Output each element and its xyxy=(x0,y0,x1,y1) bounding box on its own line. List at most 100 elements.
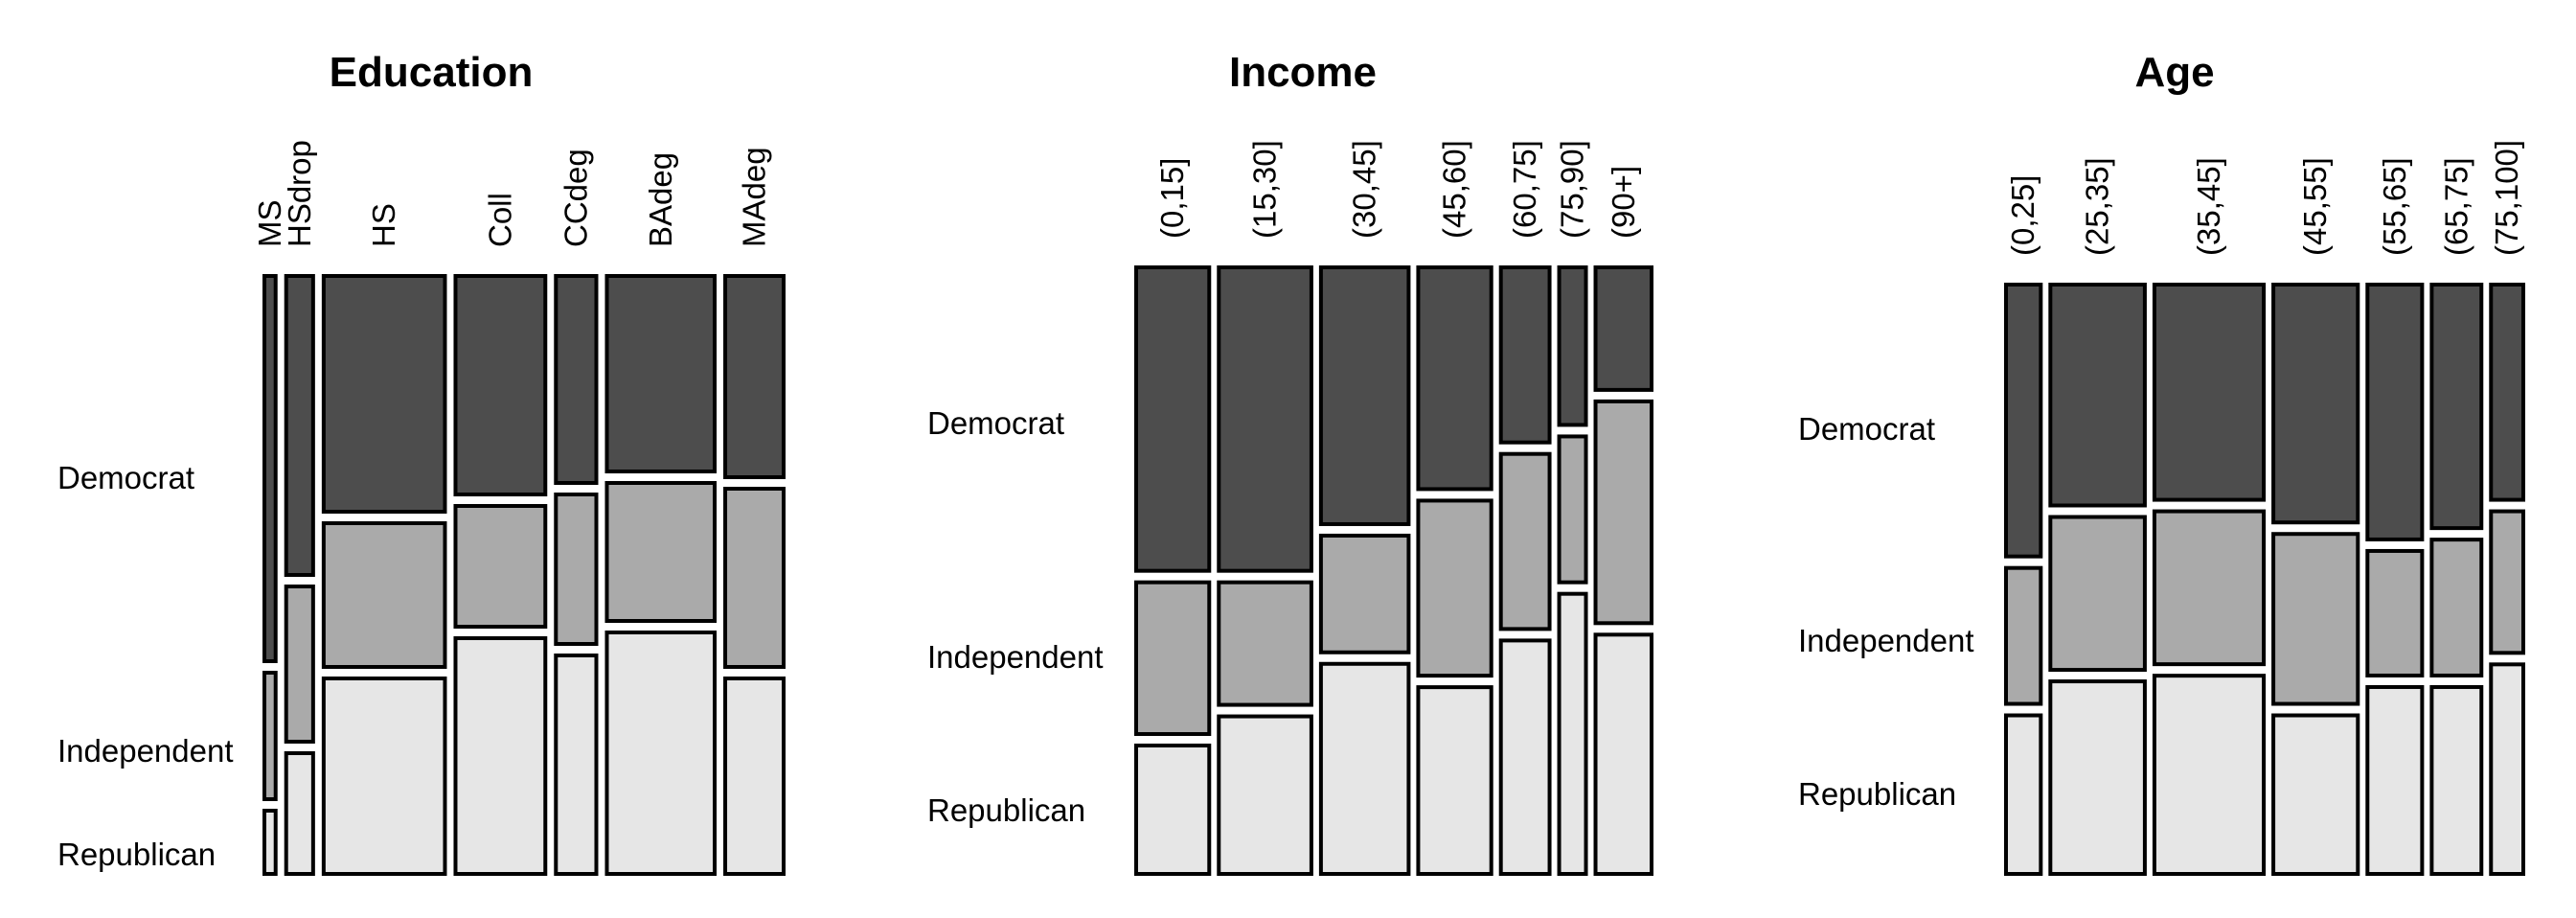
income-row-label-democrat: Democrat xyxy=(927,405,1064,441)
mosaic-tile xyxy=(321,274,447,514)
mosaic-tile xyxy=(1416,265,1493,492)
column-label: (90+] xyxy=(1606,166,1641,239)
mosaic-tile xyxy=(1416,685,1493,876)
mosaic-tile xyxy=(1217,714,1313,876)
age-row-label-democrat: Democrat xyxy=(1798,411,1935,447)
mosaic-tile xyxy=(2004,283,2043,559)
mosaic-tile xyxy=(1318,533,1411,654)
mosaic-tile xyxy=(2365,283,2425,541)
mosaic-tile xyxy=(1318,265,1411,526)
age-row-label-republican: Republican xyxy=(1798,776,1956,812)
column-label: (55,65] xyxy=(2377,157,2412,256)
mosaic-tile xyxy=(1318,661,1411,877)
column-label: HS xyxy=(366,203,401,247)
column-label: BAdeg xyxy=(643,152,678,247)
mosaic-tile xyxy=(1498,638,1552,877)
mosaic-tile xyxy=(2152,283,2267,502)
mosaic-tile xyxy=(2489,662,2526,877)
mosaic-tile xyxy=(1217,265,1313,573)
mosaic-tile xyxy=(2048,515,2147,673)
mosaic-tile xyxy=(1134,580,1212,737)
column-label: (15,30] xyxy=(1247,140,1283,239)
column-label: (75,90] xyxy=(1555,140,1590,239)
mosaic-tile xyxy=(2271,713,2360,877)
income-mosaic: (0,15] (15,30] (30,45] (45,60] (60,75] (75,90… xyxy=(1134,140,1654,877)
mosaic-tile xyxy=(262,671,278,801)
mosaic-tile xyxy=(2004,713,2043,877)
mosaic-tile xyxy=(554,654,599,876)
mosaic-tile xyxy=(2429,283,2484,531)
mosaic-tile xyxy=(1557,265,1588,427)
column-label: (30,45] xyxy=(1347,140,1382,239)
education-row-label-independent: Independent xyxy=(57,733,234,769)
mosaic-tile xyxy=(604,274,718,473)
mosaic-tile xyxy=(554,493,599,646)
column-label: (45,60] xyxy=(1437,140,1472,239)
mosaic-tile xyxy=(321,677,447,876)
mosaic-tile xyxy=(2489,283,2526,502)
mosaic-tile xyxy=(1498,265,1552,445)
mosaic-tile xyxy=(1498,451,1552,631)
mosaic-tile xyxy=(262,274,278,663)
mosaic-tile xyxy=(2489,509,2526,655)
mosaic-tile xyxy=(262,809,278,876)
column-label: Coll xyxy=(482,193,517,247)
mosaic-tile xyxy=(1593,265,1654,392)
mosaic-tile xyxy=(604,631,718,876)
mosaic-tile xyxy=(2429,684,2484,876)
mosaic-tile xyxy=(284,585,315,744)
mosaic-tile xyxy=(284,274,315,577)
mosaic-tile xyxy=(1557,434,1588,585)
mosaic-tile xyxy=(723,487,786,669)
mosaic-tile xyxy=(1134,744,1212,877)
column-label: (0,25] xyxy=(2005,175,2040,256)
column-label: MS xyxy=(252,200,287,248)
mosaic-tile xyxy=(2429,538,2484,677)
mosaic-tile xyxy=(321,521,447,669)
column-label: MAdeg xyxy=(737,147,772,247)
mosaic-tile xyxy=(723,274,786,479)
mosaic-tile xyxy=(2152,674,2267,877)
education-row-label-republican: Republican xyxy=(57,837,216,872)
mosaic-tile xyxy=(2271,532,2360,706)
column-label: (60,75] xyxy=(1507,140,1542,239)
column-label: (0,15] xyxy=(1154,158,1190,239)
mosaic-tile xyxy=(1593,399,1654,626)
mosaic-tile xyxy=(604,481,718,623)
mosaic-tile xyxy=(2048,679,2147,876)
mosaic-tile xyxy=(453,274,548,496)
education-panel: Education Democrat Independent Republica… xyxy=(57,49,786,876)
column-label: CCdeg xyxy=(558,149,593,247)
mosaic-tile xyxy=(453,636,548,876)
education-title: Education xyxy=(330,49,534,96)
education-row-label-democrat: Democrat xyxy=(57,460,194,495)
age-row-label-independent: Independent xyxy=(1798,623,1974,658)
mosaic-tile xyxy=(2152,509,2267,667)
column-label: (25,35] xyxy=(2080,157,2115,256)
mosaic-tile xyxy=(1593,632,1654,876)
column-label: HSdrop xyxy=(282,140,317,247)
mosaic-tile xyxy=(554,274,599,485)
mosaic-tile xyxy=(284,751,315,876)
column-label: (75,100] xyxy=(2489,140,2524,256)
mosaic-tile xyxy=(1416,498,1493,678)
mosaic-tile xyxy=(2004,565,2043,706)
mosaic-tile xyxy=(1557,591,1588,876)
income-title: Income xyxy=(1229,49,1377,96)
column-label: (65,75] xyxy=(2438,157,2473,256)
mosaic-tile xyxy=(2365,684,2425,876)
mosaic-tile xyxy=(1217,580,1313,707)
age-panel: Age Democrat Independent Republican (0,2… xyxy=(1798,49,2526,877)
age-mosaic: (0,25] (25,35] (35,45] (45,55] (55,65] (65,75… xyxy=(2004,140,2526,877)
income-row-label-independent: Independent xyxy=(927,639,1104,675)
age-title: Age xyxy=(2134,49,2214,96)
column-label: (45,55] xyxy=(2297,157,2333,256)
mosaic-tile xyxy=(723,677,786,876)
mosaic-tile xyxy=(2365,548,2425,677)
income-panel: Income Democrat Independent Republican (… xyxy=(927,49,1654,877)
mosaic-tile xyxy=(453,504,548,629)
column-label: (35,45] xyxy=(2191,157,2226,256)
income-row-label-republican: Republican xyxy=(927,792,1085,828)
